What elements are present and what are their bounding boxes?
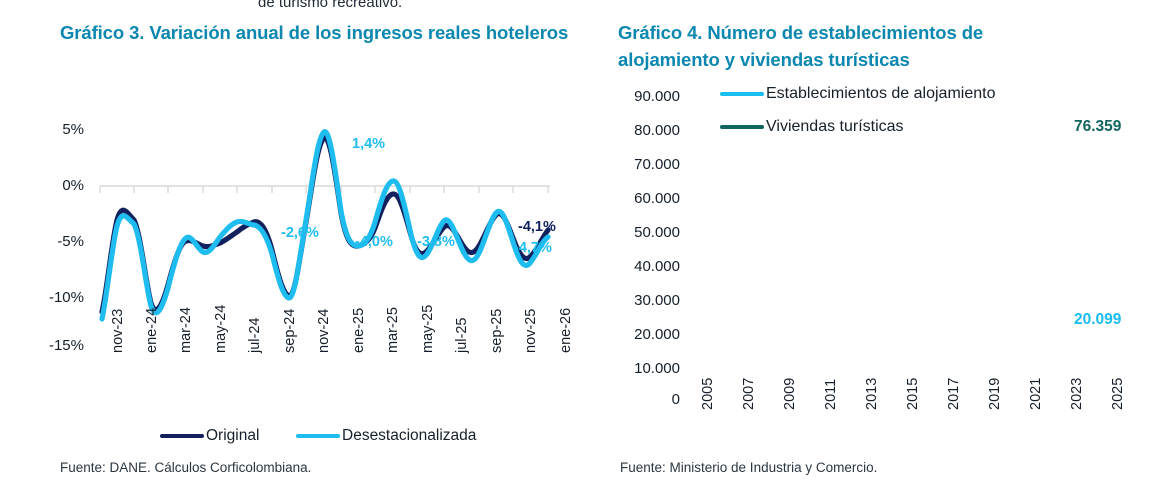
chart4-xtick-7: 2019 [987, 377, 1003, 410]
chart4-ytick-6: 30.000 [634, 292, 680, 309]
chart4-label-20099: 20.099 [1074, 311, 1122, 328]
chart4-xtick-9: 2023 [1069, 377, 1085, 410]
chart4-legend-viviendas-label: Viviendas turísticas [766, 118, 904, 135]
chart4-legend-establecimientos[interactable]: Establecimientos de alojamiento [720, 85, 995, 103]
chart3-xtick-10: jul-25 [454, 317, 470, 353]
chart3-ytick-2: -5% [57, 233, 84, 250]
chart3-xtick-1: ene-24 [144, 307, 160, 353]
chart3-xtick-5: sep-24 [282, 308, 298, 353]
chart4-ytick-2: 70.000 [634, 156, 680, 173]
chart4-xtick-3: 2011 [823, 378, 839, 410]
chart4-ytick-7: 20.000 [634, 326, 680, 343]
legend-swatch-original-icon [160, 433, 204, 439]
chart4-ytick-1: 80.000 [634, 122, 680, 139]
chart3-xtick-8: mar-25 [385, 307, 401, 353]
legend-swatch-desestacionalizada-icon [296, 433, 340, 439]
chart3-label-n4-1: -4,1% [518, 219, 556, 235]
chart3-legend-desestacionalizada-label: Desestacionalizada [342, 427, 477, 444]
chart4-ytick-8: 10.000 [634, 360, 680, 377]
legend-swatch-establecimientos-icon [720, 91, 764, 97]
chart4-ytick-3: 60.000 [634, 190, 680, 207]
chart4-ytick-9: 0 [671, 391, 680, 408]
chart3-legend-original-label: Original [206, 427, 260, 444]
chart3-xtick-12: nov-25 [523, 308, 539, 353]
chart4-legend-establecimientos-label: Establecimientos de alojamiento [766, 85, 996, 102]
chart4-source: Fuente: Ministerio de Industria y Comerc… [620, 460, 878, 475]
chart4-panel: Gráfico 4. Número de establecimientos de… [600, 0, 1154, 503]
chart3-xtick-6: nov-24 [316, 308, 332, 353]
chart4-ytick-5: 40.000 [634, 258, 680, 275]
chart3-axis [99, 185, 550, 193]
legend-swatch-viviendas-icon [720, 124, 764, 130]
chart4-ytick-0: 90.000 [634, 88, 680, 105]
chart4-legend-viviendas[interactable]: Viviendas turísticas [720, 118, 904, 136]
chart3-series-desestacionalizada [99, 129, 551, 322]
chart3-ytick-0: 5% [62, 121, 84, 138]
chart4-xtick-0: 2005 [700, 377, 716, 410]
chart3-panel: Gráfico 3. Variación anual de los ingres… [48, 22, 574, 475]
chart3-plot [99, 110, 551, 346]
chart3-svg [99, 129, 551, 322]
chart3-ytick-1: 0% [62, 177, 84, 194]
chart4-xtick-5: 2015 [905, 377, 921, 410]
chart4-xtick-10: 2025 [1110, 377, 1126, 410]
chart4-ytick-4: 50.000 [634, 224, 680, 241]
chart4-xtick-1: 2007 [741, 377, 757, 410]
chart3-xtick-0: nov-23 [110, 308, 126, 353]
chart3-legend-original[interactable]: Original [160, 427, 259, 445]
chart3-xtick-9: may-25 [420, 304, 436, 353]
chart3-label-n2-6: -2,6% [281, 225, 319, 241]
chart3-xtick-3: may-24 [213, 304, 229, 353]
chart4-xtick-4: 2013 [864, 377, 880, 410]
chart3-label-n3-8: -3,8% [417, 234, 455, 250]
chart3-label-1-4: 1,4% [352, 136, 386, 152]
chart3-label-n4-0: -4,0% [355, 234, 393, 250]
truncated-body-text: de turismo recreativo. [258, 0, 403, 11]
chart3-title: Gráfico 3. Variación anual de los ingres… [60, 22, 569, 43]
chart3-xtick-11: sep-25 [489, 308, 505, 353]
chart4-xtick-6: 2017 [946, 377, 962, 410]
chart3-xtick-7: ene-25 [351, 307, 367, 353]
chart4-label-76359: 76.359 [1074, 118, 1122, 135]
chart3-label-n4-7: -4,7% [514, 240, 552, 256]
chart3-xtick-2: mar-24 [178, 307, 194, 353]
chart3-xtick-13: ene-26 [558, 307, 574, 353]
chart3-xtick-4: jul-24 [247, 317, 263, 353]
chart4-title: Gráfico 4. Número de establecimientos de… [618, 22, 984, 70]
chart3-legend-desestacionalizada[interactable]: Desestacionalizada [296, 427, 476, 445]
chart3-ytick-4: -15% [48, 337, 84, 354]
chart3-source: Fuente: DANE. Cálculos Corficolombiana. [60, 460, 312, 475]
chart3-ytick-3: -10% [48, 289, 84, 306]
chart4-xtick-8: 2021 [1028, 377, 1044, 410]
chart4-xtick-2: 2009 [782, 377, 798, 410]
